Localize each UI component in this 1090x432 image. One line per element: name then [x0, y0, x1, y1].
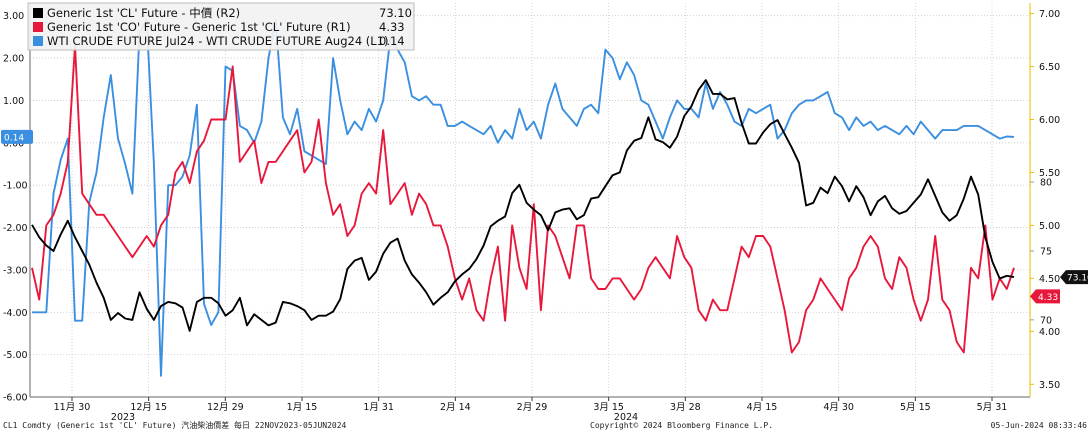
x-tick-label: 5月 31 [977, 402, 1008, 413]
badge-r2-bg [1060, 270, 1088, 285]
right1-tick-label: 3.50 [1039, 380, 1060, 391]
badge-left-value: 0.14 [4, 133, 24, 143]
badge-r2-value: 73.10 [1067, 274, 1090, 284]
left-tick-label: -4.00 [3, 308, 28, 319]
x-tick-label: 4月 30 [823, 402, 854, 413]
left-tick-label: -1.00 [3, 181, 28, 192]
right2-tick-label: 80 [1040, 178, 1052, 189]
x-tick-label: 12月 29 [207, 402, 244, 413]
x-tick-label: 4月 15 [747, 402, 778, 413]
x-tick-label: 1月 31 [363, 402, 394, 413]
footer-right: 05-Jun-2024 08:33:46 [991, 421, 1088, 430]
legend-label-wti-spread: WTI CRUDE FUTURE Jul24 - WTI CRUDE FUTUR… [47, 34, 389, 48]
footer-left: CL1 Comdty (Generic 1st 'CL' Future) 汽油柴… [3, 420, 347, 430]
left-tick-label: 1.00 [3, 96, 24, 107]
right2-tick-label: 75 [1040, 246, 1052, 257]
x-tick-label: 5月 15 [900, 402, 931, 413]
legend-value-co-cl: 4.33 [379, 20, 405, 34]
x-tick-label: 2月 29 [517, 402, 548, 413]
legend-value-wti-spread: 0.14 [379, 34, 405, 48]
series-co-cl-spread-line [31, 44, 1015, 354]
x-tick-label: 3月 15 [593, 402, 624, 413]
legend-swatch-co-cl [33, 22, 43, 32]
legend-swatch-wti-spread [33, 36, 43, 46]
left-tick-label: 3.00 [3, 11, 24, 22]
value-badges: 0.14 4.33 73.10 [1, 129, 1090, 304]
left-tick-label: -3.00 [3, 265, 28, 276]
legend-label-cl: Generic 1st 'CL' Future - 中價 (R2) [47, 6, 240, 20]
left-tick-label: -2.00 [3, 223, 28, 234]
footer-center: Copyright© 2024 Bloomberg Finance L.P. [590, 421, 773, 430]
x-tick-label: 1月 15 [287, 402, 318, 413]
legend-swatch-cl [33, 8, 43, 18]
left-tick-label: -5.00 [3, 350, 28, 361]
right1-tick-label: 4.00 [1039, 327, 1060, 338]
x-tick-label: 3月 28 [670, 402, 701, 413]
year-label-2023: 2023 [111, 412, 135, 423]
badge-r1-value: 4.33 [1038, 293, 1058, 303]
right1-tick-label: 4.50 [1039, 274, 1060, 285]
left-tick-label: -6.00 [3, 393, 28, 404]
axes: 3.002.001.000.00-1.00-2.00-3.00-4.00-5.0… [3, 3, 1060, 423]
badge-r1-bg [1030, 289, 1060, 304]
legend: Generic 1st 'CL' Future - 中價 (R2) 73.10 … [27, 2, 415, 51]
legend-label-co-cl: Generic 1st 'CO' Future - Generic 1st 'C… [47, 20, 351, 34]
series-group [31, 18, 1015, 377]
right1-tick-label: 6.00 [1039, 115, 1060, 126]
right1-tick-label: 7.00 [1039, 9, 1060, 20]
legend-value-cl: 73.10 [379, 6, 412, 20]
right2-tick-label: 70 [1040, 315, 1052, 326]
left-tick-label: 2.00 [3, 54, 24, 65]
right1-tick-label: 5.50 [1039, 168, 1060, 179]
right1-tick-label: 6.50 [1039, 62, 1060, 73]
series-cl-price-line [31, 79, 1015, 332]
right1-tick-label: 5.00 [1039, 221, 1060, 232]
x-tick-label: 11月 30 [54, 402, 91, 413]
badge-left-bg [1, 129, 33, 144]
x-tick-label: 12月 15 [130, 402, 167, 413]
footer: CL1 Comdty (Generic 1st 'CL' Future) 汽油柴… [3, 420, 1087, 430]
x-tick-label: 2月 14 [440, 402, 471, 413]
series-wti-spread-line [32, 18, 1015, 377]
legend-box [27, 2, 415, 51]
year-label-2024: 2024 [614, 412, 638, 423]
